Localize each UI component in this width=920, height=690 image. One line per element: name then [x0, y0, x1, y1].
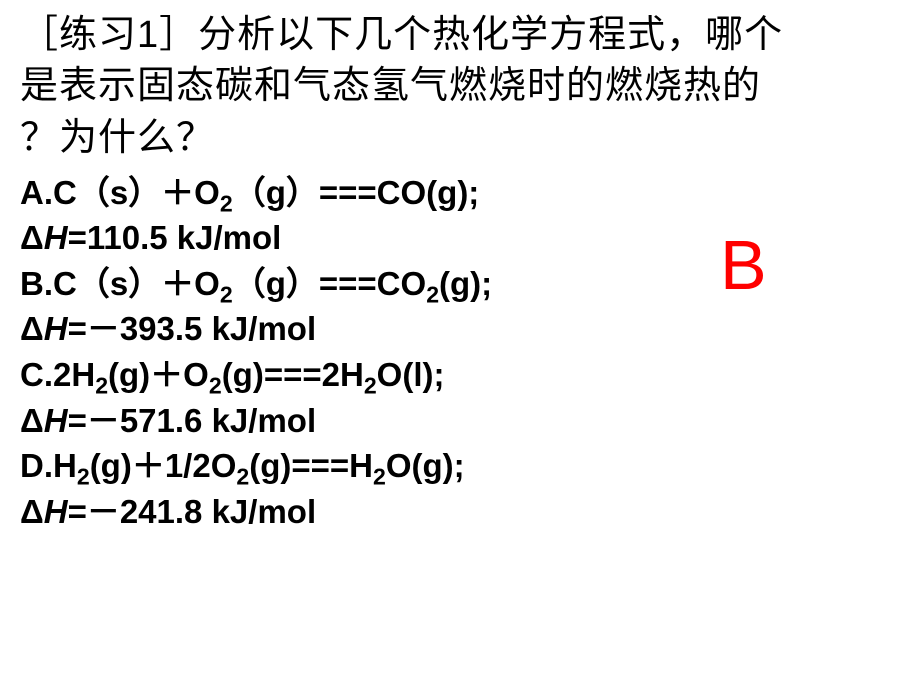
opt-d-p2: (g)＋1/2O [90, 447, 237, 484]
opt-d-sub1: 2 [77, 464, 90, 490]
opt-b-p2: （g）===CO [233, 265, 426, 302]
opt-b-prefix: B. [20, 265, 53, 302]
opt-b-sub1: 2 [220, 282, 233, 308]
opt-b-p3: (g); [439, 265, 492, 302]
opt-c-p3: (g)===2H [222, 356, 364, 393]
opt-a-dh-delta: Δ [20, 219, 44, 256]
question-line1: 分析以下几个热化学方程式，哪个 [198, 14, 783, 56]
opt-c-sub2: 2 [209, 373, 222, 399]
opt-b-p1: C（s）＋O [53, 265, 220, 302]
opt-c-dh-val: =－571.6 kJ/mol [68, 402, 317, 439]
opt-d-dh-val: =－241.8 kJ/mol [68, 493, 317, 530]
option-d-dh: ΔH=－241.8 kJ/mol [20, 489, 900, 535]
option-b-dh: ΔH=－393.5 kJ/mol [20, 306, 900, 352]
opt-c-dh-delta: Δ [20, 402, 44, 439]
opt-c-p2: (g)＋O [108, 356, 209, 393]
option-a-equation: A.C（s）＋O2（g）===CO(g); [20, 170, 900, 216]
opt-a-sub1: 2 [220, 190, 233, 216]
opt-b-dh-H: H [44, 310, 68, 347]
opt-d-p3: (g)===H [249, 447, 373, 484]
opt-d-dh-delta: Δ [20, 493, 44, 530]
slide-container: ［练习1］分析以下几个热化学方程式，哪个 是表示固态碳和气态氢气燃烧时的燃烧热的… [0, 0, 920, 690]
opt-d-sub2: 2 [236, 464, 249, 490]
opt-a-dh-val: =110.5 kJ/mol [68, 219, 282, 256]
opt-a-p1: C（s）＋O [53, 174, 220, 211]
opt-d-sub3: 2 [373, 464, 386, 490]
question-line2: 是表示固态碳和气态氢气燃烧时的燃烧热的 [20, 65, 761, 107]
opt-a-dh-H: H [44, 219, 68, 256]
opt-d-dh-H: H [44, 493, 68, 530]
option-c-dh: ΔH=－571.6 kJ/mol [20, 398, 900, 444]
opt-b-dh-val: =－393.5 kJ/mol [68, 310, 317, 347]
option-b-equation: B.C（s）＋O2（g）===CO2(g); [20, 261, 900, 307]
opt-d-prefix: D. [20, 447, 53, 484]
opt-d-p4: O(g); [386, 447, 465, 484]
opt-c-dh-H: H [44, 402, 68, 439]
opt-c-sub1: 2 [95, 373, 108, 399]
option-a-dh: ΔH=110.5 kJ/mol [20, 215, 900, 261]
option-c-equation: C.2H2(g)＋O2(g)===2H2O(l); [20, 352, 900, 398]
opt-c-prefix: C. [20, 356, 53, 393]
option-d-equation: D.H2(g)＋1/2O2(g)===H2O(g); [20, 443, 900, 489]
answer-letter: B [720, 225, 767, 305]
opt-c-p4: O(l); [377, 356, 445, 393]
opt-a-p2: （g）===CO(g); [233, 174, 480, 211]
opt-d-p1: H [53, 447, 77, 484]
opt-a-prefix: A. [20, 174, 53, 211]
opt-b-dh-delta: Δ [20, 310, 44, 347]
opt-b-sub2: 2 [426, 282, 439, 308]
question-label: ［练习1］ [20, 14, 198, 56]
question-block: ［练习1］分析以下几个热化学方程式，哪个 是表示固态碳和气态氢气燃烧时的燃烧热的… [20, 10, 900, 164]
options-block: A.C（s）＋O2（g）===CO(g); ΔH=110.5 kJ/mol B.… [20, 170, 900, 534]
opt-c-p1: 2H [53, 356, 95, 393]
question-line3: ？为什么？ [20, 117, 215, 159]
opt-c-sub3: 2 [364, 373, 377, 399]
